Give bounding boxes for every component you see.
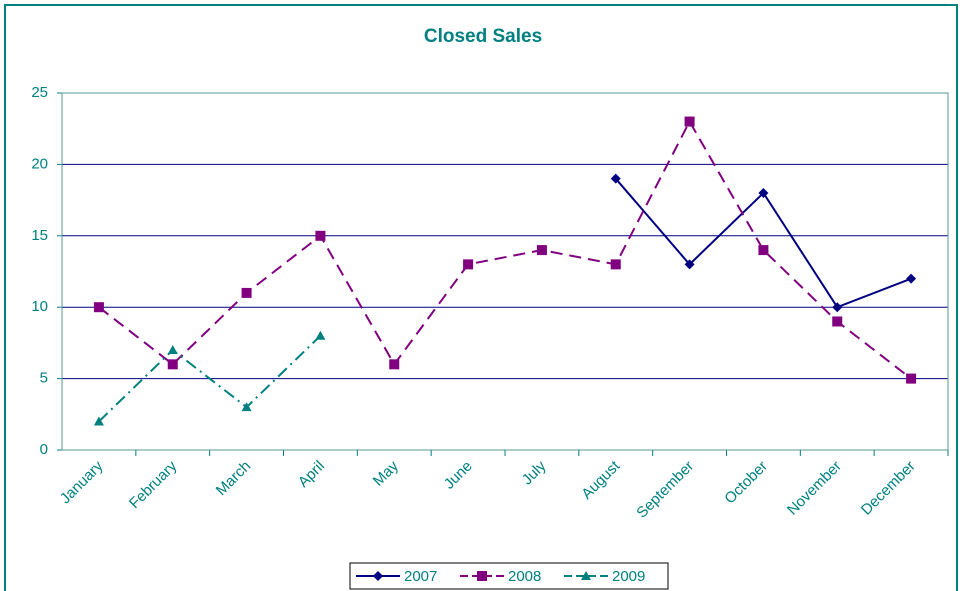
legend-marker: [477, 571, 487, 581]
marker: [167, 345, 178, 355]
legend: 2007 2008 2009: [349, 562, 669, 590]
marker: [610, 259, 621, 270]
marker: [241, 287, 252, 298]
marker: [93, 302, 104, 313]
marker: [906, 273, 917, 284]
marker: [315, 230, 326, 241]
legend-marker: [373, 571, 383, 581]
marker: [758, 187, 769, 198]
marker: [167, 359, 178, 370]
series-line: [98, 335, 322, 423]
marker: [684, 116, 695, 127]
y-tick-label: 20: [31, 155, 48, 172]
marker: [536, 245, 547, 256]
legend-label: 2007: [404, 568, 437, 585]
marker: [610, 173, 621, 184]
marker: [463, 259, 474, 270]
series-line: [98, 119, 912, 380]
marker: [684, 259, 695, 270]
y-tick-label: 5: [40, 370, 48, 387]
y-tick-label: 0: [40, 441, 48, 458]
legend-label: 2008: [508, 568, 541, 585]
marker: [906, 373, 917, 384]
marker: [832, 302, 843, 313]
marker: [93, 416, 104, 426]
legend-marker: [581, 571, 591, 580]
y-tick-label: 25: [31, 84, 48, 101]
chart-frame: [4, 4, 958, 591]
marker: [758, 245, 769, 256]
marker: [315, 330, 326, 340]
marker: [389, 359, 400, 370]
marker: [832, 316, 843, 327]
y-tick-label: 10: [31, 298, 48, 315]
legend-box: [349, 562, 669, 590]
y-tick-label: 15: [31, 227, 48, 244]
chart-title: Closed Sales: [424, 26, 542, 47]
legend-label: 2009: [612, 568, 645, 585]
marker: [241, 402, 252, 412]
